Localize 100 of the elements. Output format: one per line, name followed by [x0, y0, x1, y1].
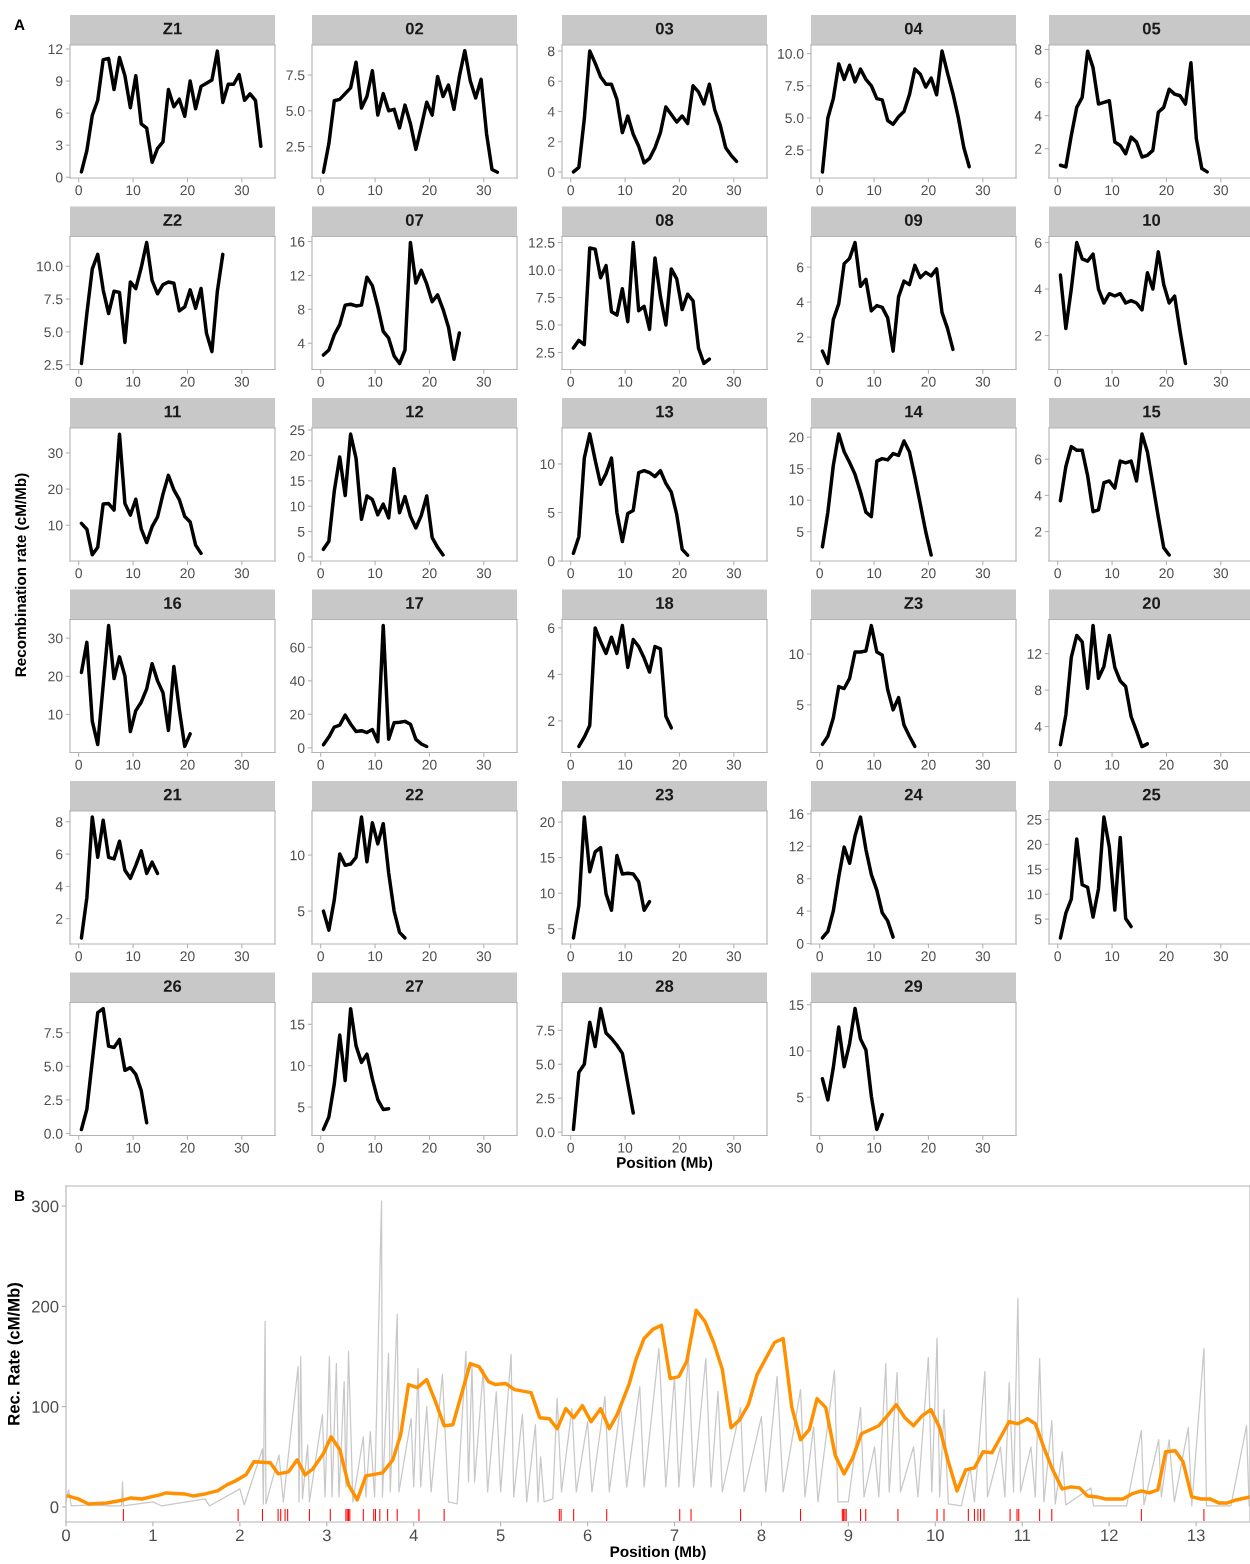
x-tick-label: 10 [368, 185, 383, 196]
x-tick-label: 20 [921, 951, 936, 962]
x-tick-label: 30 [726, 1142, 742, 1153]
y-tick-label: 20 [48, 671, 63, 682]
x-tick-label: 10 [368, 376, 383, 387]
x-tick-label: 30 [234, 759, 250, 770]
y-tick-label: 10.0 [37, 261, 63, 272]
x-tick-label: 0 [567, 951, 575, 962]
chart-title: 09 [904, 214, 923, 226]
x-tick-label: 10 [126, 185, 141, 196]
y-tick-label: 9 [55, 76, 63, 87]
y-tick-label: 6 [1035, 237, 1042, 248]
chart-title: 11 [164, 405, 181, 418]
x-tick-label: 0 [75, 376, 83, 387]
x-tick-label: 30 [234, 376, 250, 387]
y-tick-label: 7.5 [785, 81, 804, 91]
y-tick-label: 7.5 [536, 1025, 555, 1036]
y-tick-label: 16 [789, 809, 804, 820]
y-tick-label: 4 [547, 669, 555, 680]
y-tick-label: 5 [297, 1102, 305, 1113]
y-tick-label: 5 [297, 906, 305, 917]
y-tick-label: 10 [789, 649, 804, 660]
y-tick-label: 4 [547, 106, 555, 117]
x-tick-label: 0 [567, 568, 575, 579]
x-tick-label: 10 [126, 1142, 141, 1153]
y-tick-label: 0 [297, 552, 305, 563]
y-tick-label: 2 [797, 332, 804, 343]
x-tick-label: 10 [368, 951, 383, 962]
x-tick-label: 30 [1213, 951, 1229, 962]
x-tick-label: 20 [422, 951, 437, 962]
y-tick-label: 6 [1035, 77, 1042, 88]
y-tick-label: 20 [48, 484, 63, 495]
x-tick-label: 10 [368, 759, 383, 770]
y-tick-label: 4 [796, 906, 804, 917]
x-tick-label: 20 [180, 951, 195, 962]
y-tick-label: 2.5 [536, 347, 555, 358]
x-tick-label: 10 [867, 759, 882, 770]
y-tick-label: 5 [796, 700, 804, 710]
x-tick-label: 0 [75, 951, 83, 962]
x-tick-label: 20 [1159, 759, 1174, 770]
x-tick-label: 10 [1105, 376, 1120, 387]
y-tick-label: 20 [789, 432, 804, 443]
x-tick-label: 10 [126, 951, 141, 962]
y-tick-label: 4 [1034, 111, 1042, 121]
y-tick-label: 5.0 [44, 1061, 63, 1072]
y-tick-label: 5 [297, 527, 305, 537]
chart-title: 25 [1142, 788, 1161, 801]
y-tick-label: 15 [540, 853, 555, 863]
y-tick-label: 2 [548, 137, 555, 147]
chart-title: 26 [163, 980, 182, 992]
y-tick-label: 6 [548, 623, 555, 634]
y-tick-label: 100 [32, 1401, 59, 1413]
x-tick-label: 10 [618, 1142, 633, 1153]
y-tick-label: 2.5 [785, 145, 804, 156]
chart-title: 21 [163, 788, 182, 801]
y-tick-label: 0 [297, 743, 305, 753]
chart-title: 28 [655, 980, 674, 992]
x-tick-label: 0 [317, 376, 325, 387]
x-tick-label: 3 [322, 1529, 331, 1542]
chart-title: Z2 [163, 214, 182, 226]
x-tick-label: 8 [757, 1529, 766, 1542]
y-tick-label: 2.5 [286, 141, 305, 152]
y-tick-label: 20 [1027, 839, 1042, 850]
x-tick-label: 30 [476, 185, 492, 196]
y-tick-label: 10 [290, 501, 305, 512]
x-tick-label: 30 [975, 185, 991, 196]
x-tick-label: 30 [476, 376, 492, 387]
y-tick-label: 30 [48, 633, 63, 644]
y-tick-label: 2 [1035, 526, 1042, 537]
x-axis-title: Position (Mb) [617, 1156, 713, 1172]
x-tick-label: 10 [126, 568, 141, 579]
y-tick-label: 10 [1027, 889, 1042, 900]
x-tick-label: 10 [1105, 759, 1120, 770]
y-tick-label: 20 [290, 450, 305, 461]
x-tick-label: 10 [368, 1142, 383, 1153]
chart-title: 02 [405, 22, 424, 35]
chart-title: 03 [655, 22, 674, 35]
chart-title: 10 [1143, 214, 1161, 226]
x-tick-label: 20 [422, 759, 437, 770]
chart-title: 12 [406, 405, 424, 418]
x-tick-label: 20 [672, 568, 687, 579]
x-tick-label: 4 [409, 1529, 418, 1542]
y-tick-label: 12 [48, 44, 63, 54]
y-tick-label: 10 [540, 459, 555, 470]
x-tick-label: 20 [1159, 568, 1174, 579]
x-tick-label: 0 [75, 759, 83, 770]
chart-title: 13 [656, 405, 674, 418]
x-tick-label: 7 [670, 1529, 679, 1542]
chart-title: 17 [406, 597, 424, 609]
y-tick-label: 2 [1035, 330, 1042, 341]
x-tick-label: 30 [726, 185, 742, 196]
y-tick-label: 5.0 [785, 113, 804, 124]
y-tick-label: 15 [789, 1000, 804, 1010]
x-tick-label: 20 [422, 185, 437, 196]
y-tick-label: 15 [789, 464, 804, 474]
y-axis-title: Rec. Rate (cM/Mb) [7, 1283, 23, 1425]
x-tick-label: 10 [1105, 951, 1120, 962]
y-tick-label: 0 [50, 1501, 59, 1514]
chart-title: 27 [405, 980, 424, 992]
chart-title: Z3 [904, 597, 923, 609]
